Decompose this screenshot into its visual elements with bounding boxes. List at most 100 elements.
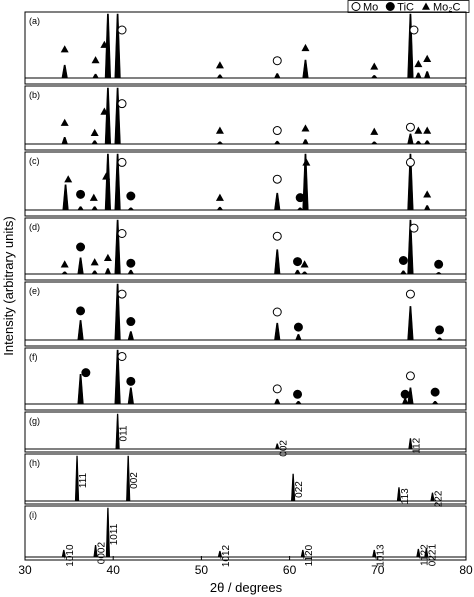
phase-marker [103, 253, 112, 261]
panel-frame [24, 85, 467, 151]
phase-marker [370, 127, 379, 135]
peak [424, 71, 431, 79]
peak [408, 438, 413, 450]
peak-label: 022 [294, 481, 305, 498]
phase-marker [405, 157, 415, 167]
peak [372, 549, 377, 558]
phase-marker [272, 231, 282, 241]
phase-marker [435, 325, 445, 335]
panel-label: (f) [29, 352, 38, 362]
peak [91, 270, 98, 275]
phase-marker [272, 307, 282, 317]
legend-marker [385, 2, 395, 11]
legend: Mo TiC Mo₂C [347, 0, 470, 14]
phase-marker [434, 259, 444, 269]
peak [61, 136, 68, 145]
phase-marker [215, 193, 224, 201]
phase-marker [293, 389, 303, 399]
phase-marker [100, 40, 109, 48]
x-tick-label: 40 [107, 563, 121, 577]
phase-marker [272, 384, 282, 394]
peak [61, 271, 68, 275]
panel: (a) [24, 11, 467, 85]
peak [295, 334, 302, 341]
peak [407, 13, 414, 79]
peak [274, 249, 281, 275]
peak [371, 141, 378, 145]
panel-label: (g) [29, 416, 40, 426]
panel-frame [24, 281, 467, 347]
peak [74, 455, 80, 502]
peak-label: 002 [278, 440, 289, 457]
phase-marker [117, 289, 127, 299]
peak [430, 492, 435, 502]
peak [91, 206, 98, 211]
phase-marker [117, 157, 127, 167]
phase-marker [64, 175, 73, 183]
phase-marker [272, 126, 282, 136]
peak [104, 268, 111, 275]
phase-marker [100, 107, 109, 115]
panel-frame [24, 151, 467, 217]
panel-label: (b) [29, 90, 40, 100]
x-axis-label: 2θ / degrees [210, 580, 283, 595]
peak-label: 113 [400, 488, 411, 504]
peak [432, 401, 439, 405]
phase-marker [409, 223, 419, 233]
peak [127, 387, 134, 405]
panel-label: (i) [29, 510, 37, 520]
phase-marker [430, 387, 440, 397]
peak [294, 269, 301, 275]
peak-label: 222 [433, 490, 444, 507]
peak-label: 11̅22 [418, 544, 430, 566]
peak [105, 507, 111, 558]
phase-marker [400, 389, 410, 399]
peak [62, 184, 69, 211]
phase-marker [126, 191, 136, 201]
phase-marker [60, 260, 69, 268]
phase-marker [300, 260, 309, 268]
legend-label: TiC [397, 2, 414, 14]
peak [93, 544, 98, 558]
peak-label: 10̅11 [108, 523, 120, 545]
phase-marker [423, 126, 432, 134]
phase-marker [117, 351, 127, 361]
panel: (c) [24, 151, 467, 217]
peak [216, 74, 223, 79]
phase-marker [215, 61, 224, 69]
phase-marker [76, 242, 86, 252]
phase-marker [117, 25, 127, 35]
phase-marker [409, 25, 419, 35]
panel: (g) 011 002 112 [24, 411, 467, 457]
peak [275, 443, 280, 450]
phase-marker [90, 128, 99, 136]
legend-label: Mo₂C [433, 2, 461, 14]
peak [295, 401, 302, 405]
peak [216, 206, 223, 211]
panel-frame [24, 505, 467, 561]
peak [274, 73, 281, 79]
phase-marker [295, 193, 305, 203]
peak [114, 283, 121, 341]
peak [274, 398, 281, 405]
phase-marker [272, 56, 282, 66]
peak [114, 87, 121, 145]
peak-label: 10̅12 [220, 545, 232, 568]
phase-marker [102, 172, 111, 180]
peak [274, 322, 281, 341]
peak [407, 219, 414, 275]
legend-marker [421, 2, 430, 10]
phase-marker [423, 54, 432, 62]
peak [127, 331, 134, 341]
phase-marker [272, 174, 282, 184]
peak [77, 374, 84, 405]
peak-label: 112 [411, 437, 422, 453]
phase-marker [405, 122, 415, 132]
phase-marker [126, 317, 136, 327]
legend-marker [351, 2, 361, 11]
peak [92, 73, 99, 79]
panel-frame [24, 11, 467, 85]
panel-label: (d) [29, 222, 40, 232]
peak [61, 549, 66, 558]
peak-label: 10̅10 [64, 544, 76, 567]
